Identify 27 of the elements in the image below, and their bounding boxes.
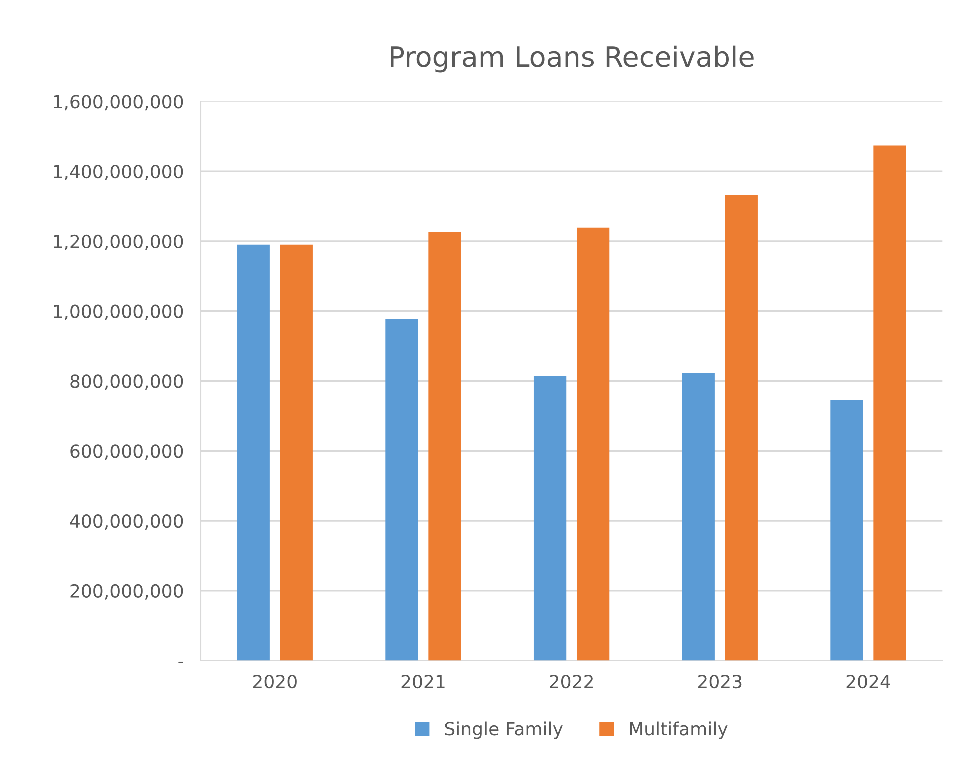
y-tick-label: 200,000,000 — [70, 584, 184, 600]
x-tick-label: 2022 — [550, 675, 593, 689]
bar — [534, 376, 567, 661]
x-tick-label: 2020 — [253, 675, 297, 689]
y-tick-label: 1,000,000,000 — [54, 304, 184, 320]
bar — [874, 146, 906, 661]
x-tick-label: 2023 — [698, 675, 742, 689]
bar — [725, 194, 758, 661]
y-tick-label: - — [178, 662, 184, 664]
bar — [428, 232, 462, 661]
y-tick-label: 400,000,000 — [70, 514, 184, 530]
bar — [830, 400, 864, 661]
bar — [237, 244, 270, 661]
y-tick-label: 1,400,000,000 — [54, 165, 184, 181]
legend-label: Multifamily — [630, 722, 728, 740]
legend-label: Single Family — [445, 722, 563, 740]
x-tick-label: 2021 — [402, 675, 445, 689]
chart-title: Program Loans Receivable — [391, 46, 754, 73]
x-tick-label: 2024 — [846, 675, 890, 689]
bar — [577, 228, 610, 661]
y-tick-label: 600,000,000 — [70, 444, 184, 460]
bar — [682, 373, 715, 661]
y-tick-label: 800,000,000 — [70, 374, 184, 390]
bar — [386, 319, 418, 661]
y-tick-label: 1,200,000,000 — [54, 234, 184, 250]
bar — [280, 244, 313, 661]
y-tick-label: 1,600,000,000 — [54, 95, 184, 111]
